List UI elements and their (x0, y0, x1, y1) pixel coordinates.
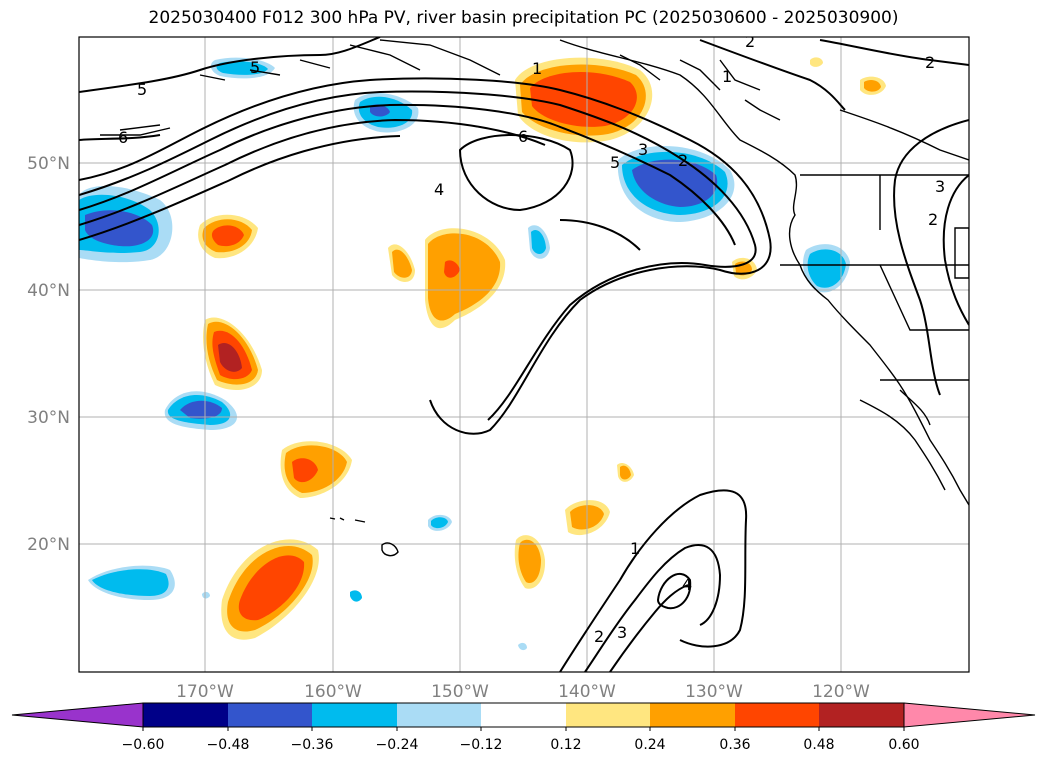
contour-label: 1 (532, 59, 542, 78)
colorbar-segment (566, 703, 650, 727)
contour-label: 2 (745, 32, 755, 51)
colorbar-extend-high (903, 702, 1036, 728)
colorbar-segment (397, 703, 481, 727)
contour-label: 5 (250, 58, 260, 77)
colorbar-segment (819, 703, 904, 727)
lon-label-170w: 170°W (176, 682, 234, 702)
contour-labels: 5 5 6 1 6 4 3 2 5 1 2 2 3 2 1 2 3 4 (118, 32, 945, 646)
colorbar-tick-label: 0.12 (550, 737, 581, 753)
contour-label: 6 (118, 128, 128, 147)
contour-label: 4 (434, 180, 444, 199)
lon-label-130w: 130°W (685, 682, 743, 702)
colorbar-tick-label: 0.60 (888, 737, 919, 753)
contour-label: 1 (722, 67, 732, 86)
positive-precip-blobs (198, 57, 886, 640)
map-frame (78, 36, 970, 673)
lon-label-140w: 140°W (558, 682, 616, 702)
colorbar-segment (228, 703, 312, 727)
contour-label: 1 (630, 539, 640, 558)
colorbar-tick-label: 0.36 (719, 737, 750, 753)
contour-label: 2 (928, 210, 938, 229)
lat-label-30n: 30°N (27, 408, 70, 428)
colorbar-tick-label: −0.36 (291, 737, 334, 753)
contour-label: 3 (935, 177, 945, 196)
contour-label: 3 (638, 140, 648, 159)
colorbar-tick-label: 0.24 (634, 737, 665, 753)
contour-label: 5 (137, 80, 147, 99)
colorbar-segment (143, 703, 228, 727)
contour-label: 6 (518, 127, 528, 146)
coastlines (100, 39, 969, 557)
colorbar-tick-label: −0.48 (207, 737, 250, 753)
colorbar-tick-label: −0.24 (376, 737, 419, 753)
lat-label-20n: 20°N (27, 535, 70, 555)
colorbar-tick-label: 0.48 (803, 737, 834, 753)
colorbar-tick-label: −0.60 (122, 737, 165, 753)
pv-contours (79, 37, 969, 672)
colorbar: −0.60 −0.48 −0.36 −0.24 −0.12 0.12 0.24 … (11, 702, 1036, 753)
contour-label: 3 (617, 623, 627, 642)
lat-label-50n: 50°N (27, 154, 70, 174)
colorbar-frame (142, 702, 905, 728)
contour-label: 2 (925, 53, 935, 72)
contour-label: 4 (682, 575, 692, 594)
lon-label-160w: 160°W (304, 682, 362, 702)
colorbar-segment (735, 703, 819, 727)
map-plot-area: 5 5 6 1 6 4 3 2 5 1 2 2 3 2 1 2 3 4 (79, 32, 969, 672)
contour-label: 2 (594, 627, 604, 646)
longitude-labels: 170°W 160°W 150°W 140°W 130°W 120°W (176, 682, 870, 702)
colorbar-segment (650, 703, 735, 727)
lon-label-120w: 120°W (812, 682, 870, 702)
contour-label: 2 (678, 151, 688, 170)
colorbar-tick-label: −0.12 (460, 737, 503, 753)
latitude-labels: 50°N 40°N 30°N 20°N (27, 154, 70, 555)
lat-label-40n: 40°N (27, 281, 70, 301)
colorbar-segment (481, 703, 566, 727)
lon-label-150w: 150°W (431, 682, 489, 702)
contour-label: 5 (610, 153, 620, 172)
map-title: 2025030400 F012 300 hPa PV, river basin … (148, 8, 899, 28)
colorbar-extend-low (11, 702, 144, 728)
colorbar-segment (312, 703, 397, 727)
